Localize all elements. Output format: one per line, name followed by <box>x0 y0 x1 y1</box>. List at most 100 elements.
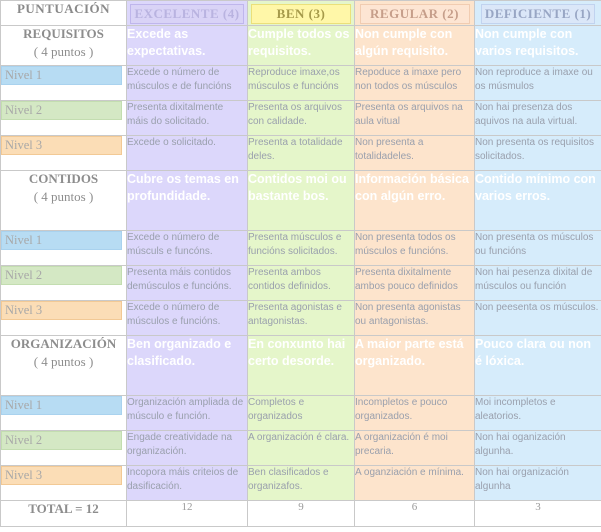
total-row: TOTAL = 12 12 9 6 3 <box>0 500 601 527</box>
criterion-points: ( 4 puntos ) <box>33 189 94 204</box>
level-label-cell: Nivel 3 <box>0 300 127 336</box>
level-row: Nivel 3 Excede o número de músculos e fu… <box>0 300 601 336</box>
level-cell: Presenta ambos contidos definidos. <box>247 265 355 301</box>
criterion-contidos: CONTIDOS ( 4 puntos ) <box>0 170 127 231</box>
level-cell: Presenta músculos e funcións solicitados… <box>247 230 355 266</box>
level-cell: Presenta os arquivos na aula vitual <box>354 100 475 136</box>
level-row: Nivel 3 Incopora máis criteios de dasifi… <box>0 465 601 501</box>
section-summary-row: REQUISITOS ( 4 puntos ) Excede as expecta… <box>0 25 601 66</box>
level-cell: Non presenta os requisitos solicitados. <box>474 135 601 171</box>
criterion-requisitos: REQUISITOS ( 4 puntos ) <box>0 25 127 66</box>
header-regular: REGULAR (2) <box>354 0 475 26</box>
level-label-cell: Nivel 2 <box>0 100 127 136</box>
level-3-badge: Nivel 3 <box>1 466 122 485</box>
level-cell: Excede o número de músculs e funcóns. <box>126 230 248 266</box>
level-cell: Organización ampliada de músculo e funci… <box>126 395 248 431</box>
level-cell: A organización é moi precaria. <box>354 430 475 466</box>
summary-cell: Non cumple con algún requisito. <box>354 25 475 66</box>
level-cell: Incompletos e pouco organizados. <box>354 395 475 431</box>
level-cell: A oganziación e mínima. <box>354 465 475 501</box>
level-cell: Excede o solicitado. <box>126 135 248 171</box>
header-deficiente: DEFICIENTE (1) <box>474 0 601 26</box>
criterion-points: ( 4 puntos ) <box>33 354 94 369</box>
header-deficiente-label: DEFICIENTE (1) <box>481 4 595 24</box>
level-cell: Excede o número de músculos e de función… <box>126 65 248 101</box>
level-label-cell: Nivel 3 <box>0 465 127 501</box>
level-row: Nivel 2 Engade creatividade na organizac… <box>0 430 601 466</box>
summary-cell: Excede as expectativas. <box>126 25 248 66</box>
summary-cell: Información básica con algún erro. <box>354 170 475 231</box>
level-label-cell: Nivel 2 <box>0 265 127 301</box>
total-deficiente: 3 <box>474 500 601 527</box>
level-cell: Presenta os arquivos con calidade. <box>247 100 355 136</box>
level-cell: Presenta agonistas e antagonistas. <box>247 300 355 336</box>
summary-cell: A maior parte está organizado. <box>354 335 475 396</box>
level-label-cell: Nivel 2 <box>0 430 127 466</box>
header-ben-label: BEN (3) <box>251 4 351 24</box>
level-cell: Presenta a totalidade deles. <box>247 135 355 171</box>
header-puntuacion: PUNTUACIÓN <box>0 0 127 26</box>
header-ben: BEN (3) <box>247 0 355 26</box>
summary-cell: Contidos moi ou bastante bos. <box>247 170 355 231</box>
level-cell: Engade creatividade na organización. <box>126 430 248 466</box>
level-cell: Completos e organizados <box>247 395 355 431</box>
level-label-cell: Nivel 1 <box>0 230 127 266</box>
total-regular: 6 <box>354 500 475 527</box>
level-cell: A organización é clara. <box>247 430 355 466</box>
header-excelente-label: EXCELENTE (4) <box>130 4 244 24</box>
level-row: Nivel 2 Presenta dixitalmente máis do so… <box>0 100 601 136</box>
level-cell: Non hai oganización algunha. <box>474 430 601 466</box>
summary-cell: En conxunto hai certo desorde. <box>247 335 355 396</box>
level-row: Nivel 1 Organización ampliada de músculo… <box>0 395 601 431</box>
level-cell: Presenta dixitalmente máis do solicitado… <box>126 100 248 136</box>
criterion-title: ORGANIZACIÓN <box>10 336 117 352</box>
section-summary-row: CONTIDOS ( 4 puntos ) Cubre os temas en p… <box>0 170 601 231</box>
level-2-badge: Nivel 2 <box>1 266 122 285</box>
header-excelente: EXCELENTE (4) <box>126 0 248 26</box>
level-cell: Non hai organización algunha <box>474 465 601 501</box>
criterion-organizacion: ORGANIZACIÓN ( 4 puntos ) <box>0 335 127 396</box>
summary-cell: Contido mínimo con varios erros. <box>474 170 601 231</box>
criterion-title: REQUISITOS <box>23 26 104 42</box>
summary-cell: Cumple todos os requisitos. <box>247 25 355 66</box>
summary-cell: Pouco clara ou non é lóxica. <box>474 335 601 396</box>
section-summary-row: ORGANIZACIÓN ( 4 puntos ) Ben organizado … <box>0 335 601 396</box>
level-label-cell: Nivel 3 <box>0 135 127 171</box>
level-1-badge: Nivel 1 <box>1 66 122 85</box>
header-row: PUNTUACIÓN EXCELENTE (4) BEN (3) REGULAR… <box>0 0 601 26</box>
level-3-badge: Nivel 3 <box>1 136 122 155</box>
summary-cell: Non cumple con varios requisitos. <box>474 25 601 66</box>
level-cell: Non presenta os músculos ou funcións <box>474 230 601 266</box>
level-1-badge: Nivel 1 <box>1 231 122 250</box>
header-regular-label: REGULAR (2) <box>359 4 470 24</box>
level-cell: Non presenta agonistas ou antagonistas. <box>354 300 475 336</box>
level-cell: Non reproduce a imaxe ou os músmulos <box>474 65 601 101</box>
level-1-badge: Nivel 1 <box>1 396 122 415</box>
level-label-cell: Nivel 1 <box>0 65 127 101</box>
level-cell: Moi incompletos e aleatorios. <box>474 395 601 431</box>
level-cell: Non hai presenza dos aquivos na aula vir… <box>474 100 601 136</box>
level-cell: Reproduce imaxe,os músculos e funcións <box>247 65 355 101</box>
level-cell: Repoduce a imaxe pero non todos os múscu… <box>354 65 475 101</box>
level-3-badge: Nivel 3 <box>1 301 122 320</box>
level-2-badge: Nivel 2 <box>1 101 122 120</box>
level-cell: Presenta dixitalmente ambos pouco defini… <box>354 265 475 301</box>
level-row: Nivel 1 Excede o número de músculs e fun… <box>0 230 601 266</box>
level-cell: Non presenta todos os músculos e función… <box>354 230 475 266</box>
level-row: Nivel 1 Excede o número de músculos e de… <box>0 65 601 101</box>
level-cell: Presenta máis contidos demúsculos e func… <box>126 265 248 301</box>
total-ben: 9 <box>247 500 355 527</box>
summary-cell: Cubre os temas en profundidade. <box>126 170 248 231</box>
level-row: Nivel 2 Presenta máis contidos demúsculo… <box>0 265 601 301</box>
level-2-badge: Nivel 2 <box>1 431 122 450</box>
total-excelente: 12 <box>126 500 248 527</box>
level-label-cell: Nivel 1 <box>0 395 127 431</box>
level-row: Nivel 3 Excede o solicitado. Presenta a … <box>0 135 601 171</box>
level-cell: Incopora máis criteios de dasificación. <box>126 465 248 501</box>
level-cell: Ben clasificados e organizafos. <box>247 465 355 501</box>
total-label: TOTAL = 12 <box>0 500 127 527</box>
level-cell: Non presenta a totalidadeles. <box>354 135 475 171</box>
criterion-points: ( 4 puntos ) <box>33 44 94 59</box>
